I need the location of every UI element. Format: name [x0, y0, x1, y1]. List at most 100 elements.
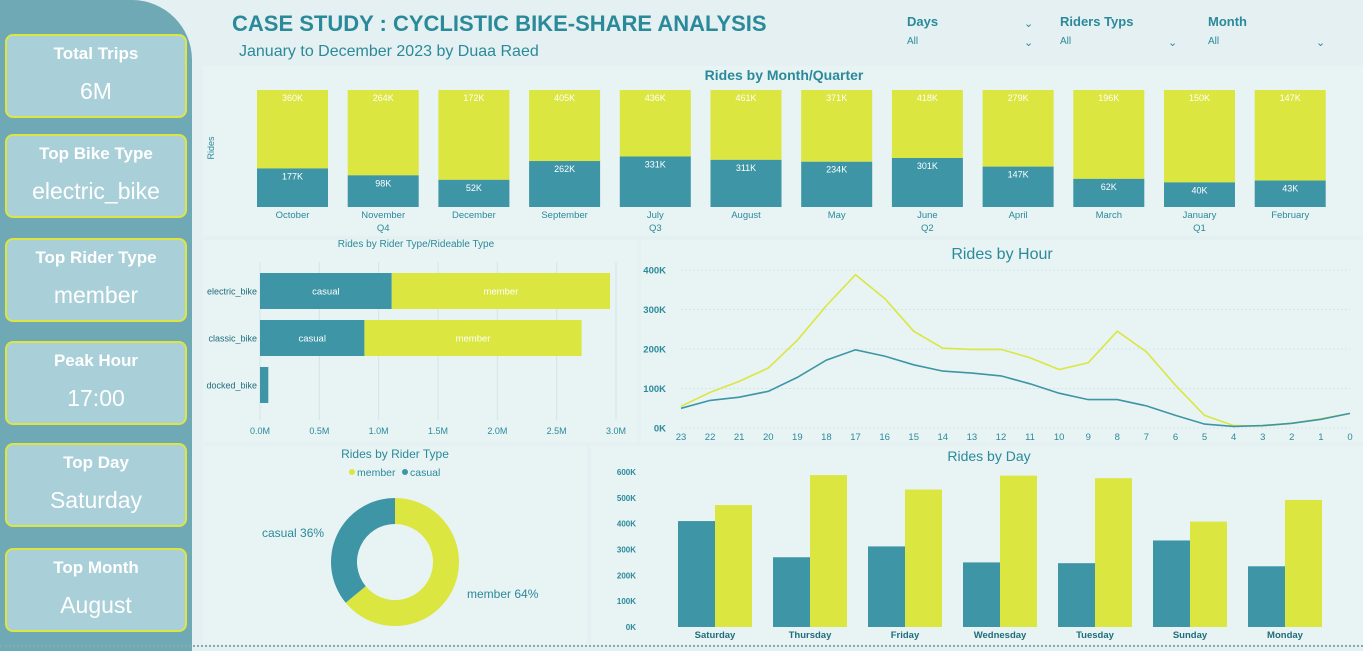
- kpi-top-rider-type: Top Rider Type member: [5, 238, 187, 322]
- bar-casual: [347, 175, 419, 207]
- bar-member: [391, 273, 611, 309]
- data-label: 331K: [645, 160, 666, 170]
- x-tick-label: January: [1183, 210, 1217, 221]
- x-tick-label: 13: [967, 432, 978, 443]
- x-tick-label: 9: [1086, 432, 1091, 443]
- x-tick-label: 10: [1054, 432, 1065, 443]
- data-label: 262K: [554, 164, 575, 174]
- bar-casual: [260, 320, 365, 356]
- bar-member: [1000, 475, 1037, 627]
- bar-member: [982, 90, 1054, 167]
- data-label: 234K: [826, 165, 847, 175]
- x-tick-label: August: [731, 210, 761, 221]
- bar-member: [364, 320, 582, 356]
- data-label: 360K: [282, 93, 303, 103]
- kpi-label: Total Trips: [53, 44, 139, 63]
- chevron-down-icon[interactable]: ⌄: [1024, 17, 1034, 30]
- x-tick-label: November: [361, 210, 405, 221]
- line-casual: [680, 348, 1351, 428]
- kpi-label: Top Bike Type: [39, 144, 153, 163]
- filter-value[interactable]: All: [1208, 36, 1220, 47]
- bar-casual: [529, 161, 601, 207]
- filter-days[interactable]: Days All: [907, 14, 1047, 47]
- y-tick-label: 0K: [654, 424, 666, 435]
- bar-member: [801, 90, 873, 162]
- quarter-label: Q4: [377, 223, 390, 234]
- x-tick-label: 19: [792, 432, 803, 443]
- filter-riders-type[interactable]: Riders Typs All: [1060, 14, 1200, 47]
- data-label: 311K: [736, 163, 756, 173]
- bottom-divider: [0, 645, 1363, 647]
- x-tick-label: December: [452, 210, 496, 221]
- bar-member: [1095, 478, 1132, 627]
- x-tick-label: April: [1009, 210, 1028, 221]
- chevron-down-icon[interactable]: ⌄: [1316, 36, 1326, 49]
- slice-member: [345, 498, 459, 627]
- bar-casual: [1073, 178, 1145, 207]
- x-tick-label: Tuesday: [1076, 630, 1115, 641]
- bar-member: [438, 90, 510, 180]
- data-label: 371K: [826, 93, 847, 103]
- bar-casual: [260, 367, 269, 403]
- x-tick-label: September: [541, 210, 587, 221]
- x-tick-label: May: [828, 210, 846, 221]
- kpi-top-bike-type: Top Bike Type electric_bike: [5, 134, 187, 218]
- legend-marker-member: [349, 469, 355, 475]
- data-label: 52K: [466, 183, 482, 193]
- bar-member: [710, 90, 782, 160]
- legend-label: member: [357, 467, 396, 479]
- x-tick-label: Saturday: [695, 630, 736, 641]
- x-tick-label: 23: [676, 432, 687, 443]
- page-subtitle: January to December 2023 by Duaa Raed: [239, 43, 539, 60]
- data-label: 62K: [1101, 182, 1117, 192]
- y-tick-label: 500K: [617, 494, 636, 503]
- bar-casual: [438, 179, 510, 207]
- slice-label: casual 36%: [262, 526, 324, 540]
- kpi-peak-hour: Peak Hour 17:00: [5, 341, 187, 425]
- line-member: [680, 273, 1351, 427]
- filter-label: Days: [907, 14, 939, 29]
- x-tick-label: Sunday: [1173, 630, 1208, 641]
- x-tick-label: 2: [1289, 432, 1294, 443]
- y-tick-label: 200K: [617, 571, 636, 580]
- data-label: 418K: [917, 93, 938, 103]
- bar-member: [715, 505, 752, 627]
- data-label: 436K: [645, 93, 666, 103]
- x-tick-label: March: [1096, 210, 1122, 221]
- x-tick-label: 1.5M: [428, 426, 448, 436]
- x-tick-label: February: [1271, 210, 1309, 221]
- chevron-down-icon[interactable]: ⌄: [1168, 36, 1178, 49]
- y-tick-label: 400K: [617, 520, 636, 529]
- bar-casual: [619, 156, 691, 207]
- kpi-total-trips: Total Trips 6M: [5, 34, 187, 118]
- data-label: 147K: [1280, 93, 1301, 103]
- filter-month[interactable]: Month All: [1208, 14, 1348, 47]
- slice-casual: [330, 498, 395, 603]
- x-tick-label: 2.0M: [487, 426, 507, 436]
- kpi-label: Top Rider Type: [35, 248, 157, 267]
- kpi-label: Top Month: [53, 558, 139, 577]
- kpi-label: Top Day: [63, 453, 129, 472]
- chevron-down-icon[interactable]: ⌄: [1024, 36, 1034, 49]
- kpi-top-month: Top Month August: [5, 548, 187, 632]
- bar-member: [619, 90, 691, 157]
- data-label: 301K: [917, 161, 938, 171]
- kpi-value: 17:00: [67, 385, 125, 411]
- chart-title: Rides by Hour: [951, 246, 1053, 263]
- quarter-label: Q3: [649, 223, 662, 234]
- filter-value[interactable]: All: [907, 36, 919, 47]
- filter-label: Riders Typs: [1060, 14, 1134, 29]
- chart-title: Rides by Rider Type/Rideable Type: [338, 239, 495, 250]
- data-label: casual: [298, 334, 325, 345]
- kpi-value: 6M: [80, 78, 112, 104]
- x-tick-label: 3: [1260, 432, 1265, 443]
- data-label: 177K: [282, 171, 303, 181]
- bar-casual: [710, 159, 782, 207]
- x-tick-label: 1: [1318, 432, 1323, 443]
- filter-value[interactable]: All: [1060, 36, 1072, 47]
- x-tick-label: July: [647, 210, 664, 221]
- x-tick-label: 21: [734, 432, 745, 443]
- x-tick-label: 14: [937, 432, 948, 443]
- bar-casual: [773, 557, 810, 627]
